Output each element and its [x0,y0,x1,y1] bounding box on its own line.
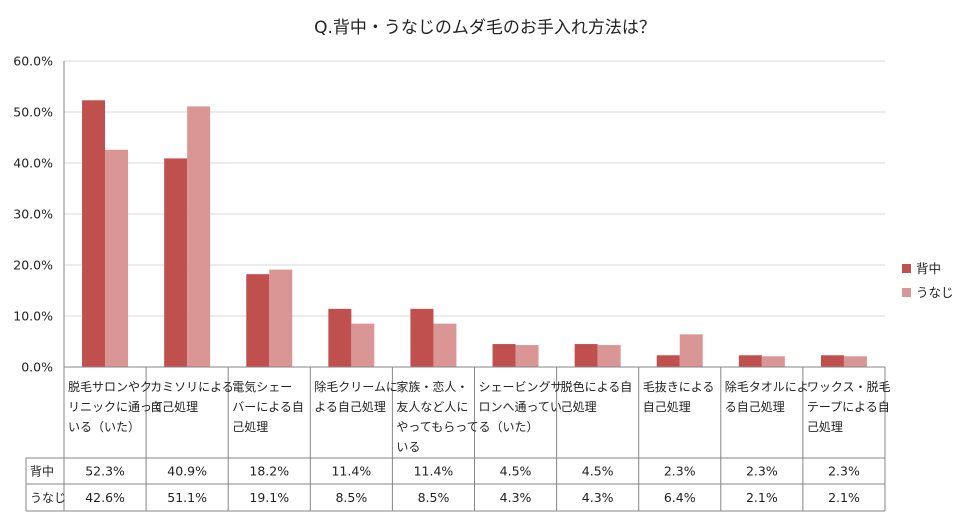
legend-swatch [902,264,911,273]
category-label: 除毛クリームに [314,379,398,394]
data-label: 4.3% [500,490,532,505]
y-tick-label: 10.0% [13,309,53,324]
category-label: 友人など人に [396,400,468,414]
data-label: 11.4% [414,464,454,479]
data-label: 2.1% [828,490,860,505]
bar [433,323,457,367]
data-label: 2.1% [746,490,778,505]
bar [679,334,703,367]
y-tick-label: 50.0% [13,105,53,120]
chart-title: Q.背中・うなじのムダ毛のお手入れ方法は？ [314,18,656,38]
data-label: 52.3% [85,464,125,479]
data-label: 8.5% [418,490,450,505]
y-tick-label: 40.0% [13,156,53,171]
data-label: 4.3% [582,490,614,505]
category-label: リニックに通って [68,400,163,414]
bar [843,356,867,367]
data-label: 40.9% [167,464,207,479]
legend-swatch [902,288,911,297]
bar [656,355,680,367]
y-tick-label: 0.0% [21,360,53,375]
table-series-name: 背中 [30,464,54,479]
category-label: カミソリによる [150,380,234,394]
category-label: 自己処理 [150,400,198,414]
bar [410,308,434,367]
bars [82,100,867,368]
category-label: 脱色による自 [561,379,633,394]
category-label: ロンへ通ってい [479,400,562,414]
data-label: 18.2% [249,464,289,479]
category-label: よる自己処理 [314,400,386,414]
bar [105,149,129,367]
category-label: る自己処理 [725,400,785,414]
data-label: 51.1% [167,490,207,505]
bar [328,308,352,367]
category-label: る（いた） [479,420,539,434]
category-label: 脱毛サロンやク [68,379,152,394]
bar [597,345,621,367]
data-table: 脱毛サロンやクリニックに通っている（いた）カミソリによる自己処理電気シェーバーに… [25,366,891,512]
category-label: 家族・恋人・ [396,379,468,394]
bar [164,158,188,367]
y-tick-label: 60.0% [13,54,53,69]
bar [269,269,293,367]
y-tick-label: 30.0% [13,207,53,222]
bar [187,106,211,367]
table-series-name: うなじ [30,491,66,505]
category-label: テープによる自 [807,400,890,414]
data-label: 2.3% [746,464,778,479]
category-label: 己処理 [232,420,268,434]
category-label: やってもらって [396,420,478,434]
category-label: 己処理 [807,420,843,434]
data-label: 11.4% [331,464,371,479]
bar [574,344,598,367]
bar [820,355,844,367]
bar [738,355,762,367]
category-label: バーによる自 [232,400,304,414]
data-label: 4.5% [500,464,532,479]
legend-label: 背中 [916,261,941,276]
bar [351,323,375,367]
data-label: 8.5% [335,490,367,505]
category-label: ワックス・脱毛 [807,379,891,394]
category-label: 毛抜きによる [643,380,715,394]
data-label: 19.1% [249,490,289,505]
bar [515,345,539,367]
data-label: 2.3% [828,464,860,479]
category-label: 自己処理 [643,400,691,414]
bar [82,100,106,368]
legend-label: うなじ [916,285,954,300]
bar [492,344,516,367]
data-label: 42.6% [85,490,125,505]
bar [761,356,785,367]
category-label: いる [396,440,420,454]
data-label: 2.3% [664,464,696,479]
category-label: 電気シェー [232,379,292,394]
category-label: シェービングサ [479,380,563,394]
data-label: 6.4% [664,490,696,505]
y-tick-label: 20.0% [13,258,53,273]
category-label: 己処理 [561,400,597,414]
data-label: 4.5% [582,464,614,479]
category-label: 除毛タオルによ [725,379,809,394]
bar [246,274,270,367]
category-label: いる（いた） [68,420,140,434]
y-axis: 0.0% 10.0% 20.0% 30.0% 40.0% 50.0% 60.0% [13,54,65,375]
